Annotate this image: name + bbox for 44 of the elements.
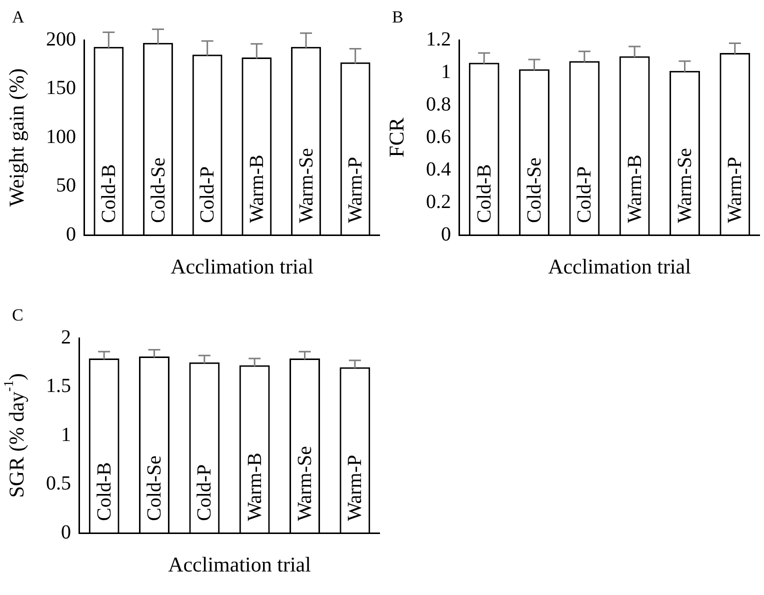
y-tick-label: 0: [441, 223, 451, 246]
y-tick-label: 100: [46, 126, 76, 148]
y-tick-label: 0.6: [426, 126, 451, 148]
x-tick-label: Cold-Se: [144, 455, 166, 521]
y-axis-title: Weight gain (%): [4, 68, 29, 207]
x-tick-label: Cold-B: [93, 462, 116, 521]
y-tick-label: 1: [441, 60, 451, 83]
x-tick-label: Warm-P: [344, 156, 367, 223]
y-tick-label: 50: [56, 174, 76, 196]
x-tick-label: Warm-Se: [674, 148, 696, 223]
x-tick-label: Cold-P: [194, 464, 216, 521]
x-tick-label: Cold-Se: [524, 157, 546, 223]
chart-title: A: [12, 7, 25, 26]
x-axis-title: Acclimation trial: [170, 254, 314, 279]
x-tick-label: Warm-B: [246, 154, 268, 223]
y-tick-label: 2: [61, 326, 71, 348]
x-tick-label: Warm-B: [244, 452, 266, 521]
x-tick-label: Warm-P: [724, 156, 746, 223]
x-axis-title: Acclimation trial: [548, 254, 692, 279]
y-tick-label: 0.8: [426, 93, 451, 116]
y-tick-label: 1.2: [426, 28, 451, 50]
y-tick-label: 0.5: [46, 472, 71, 494]
x-tick-label: Cold-P: [196, 166, 219, 223]
chart-title: C: [12, 305, 24, 324]
x-axis-title: Acclimation trial: [168, 552, 312, 577]
y-tick-label: 0: [61, 521, 71, 544]
y-tick-label: 1: [61, 424, 71, 446]
y-tick-label: 0.4: [426, 158, 451, 180]
y-tick-label: 150: [46, 77, 76, 99]
x-tick-label: Warm-Se: [294, 446, 316, 521]
y-tick-label: 0.2: [426, 190, 451, 213]
x-tick-label: Warm-B: [624, 154, 646, 223]
x-tick-label: Cold-B: [98, 164, 120, 223]
chart-title: B: [392, 7, 404, 26]
x-tick-label: Cold-P: [574, 166, 596, 223]
x-tick-label: Warm-Se: [295, 148, 318, 223]
x-tick-label: Cold-Se: [147, 157, 170, 223]
y-axis-title: SGR (% day-1): [1, 373, 29, 498]
y-tick-label: 1.5: [46, 375, 71, 397]
y-tick-label: 200: [46, 28, 76, 50]
y-tick-label: 0: [66, 223, 76, 246]
x-tick-label: Warm-P: [344, 454, 366, 521]
y-axis-title: FCR: [384, 118, 409, 158]
x-tick-label: Cold-B: [473, 164, 496, 223]
